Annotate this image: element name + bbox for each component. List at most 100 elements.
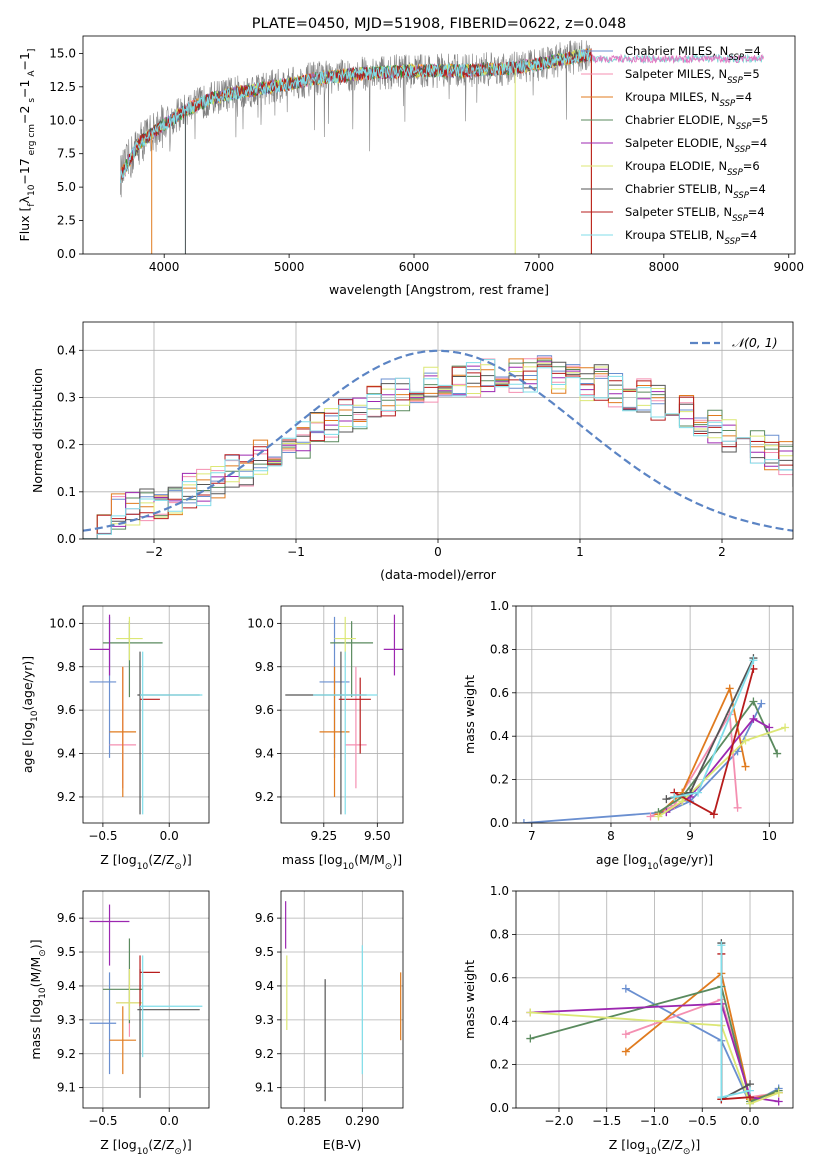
y-tick-label: 0.8 bbox=[490, 927, 509, 941]
plus-marker bbox=[725, 684, 734, 693]
axes-frame bbox=[280, 890, 404, 1109]
y-tick-label: 9.1 bbox=[255, 1081, 274, 1095]
plus-marker bbox=[709, 810, 718, 819]
plus-marker bbox=[749, 714, 758, 723]
y-tick-label: 9.4 bbox=[255, 979, 274, 993]
x-tick-label: 7 bbox=[528, 829, 536, 843]
plus-marker bbox=[733, 803, 742, 812]
histogram-series bbox=[83, 361, 793, 539]
x-tick-label: 0.0 bbox=[160, 1114, 179, 1128]
axes-mass-vs-Z: −0.5 0.0 9.1 9.2 9.3 9.4 9.5 9.6 Z [log10(Z/Z⊙)]… bbox=[28, 890, 210, 1157]
y-tick-label: 9.2 bbox=[57, 790, 76, 804]
errorbar-point bbox=[383, 614, 403, 676]
axes-frame bbox=[82, 321, 794, 540]
x-axis-label: mass [log10(M/M⊙)] bbox=[282, 852, 402, 872]
y-tick-label: 9.6 bbox=[255, 911, 274, 925]
y-tick-label: 0.0 bbox=[490, 1101, 509, 1115]
histogram-series bbox=[83, 361, 793, 539]
y-tick-label: 9.6 bbox=[57, 911, 76, 925]
legend-entry: Chabrier MILES, NSSP=4 bbox=[625, 44, 761, 63]
plus-marker bbox=[741, 736, 750, 745]
y-tick-label: 0.6 bbox=[490, 686, 509, 700]
y-axis-label: Flux [fλ10−17 erg cm−2 s−1 A−1] bbox=[17, 49, 37, 242]
x-tick-label: 9.25 bbox=[310, 829, 337, 843]
errorbar-point bbox=[319, 666, 350, 797]
y-tick-label: 1.0 bbox=[490, 884, 509, 898]
errorbar-point bbox=[89, 614, 111, 676]
legend-entry: Kroupa STELIB, NSSP=4 bbox=[625, 228, 757, 247]
chart-title: PLATE=0450, MJD=51908, FIBERID=0622, z=0… bbox=[252, 16, 626, 32]
y-tick-label: 1.0 bbox=[490, 599, 509, 613]
y-tick-label: 9.3 bbox=[57, 1013, 76, 1027]
plus-marker bbox=[670, 792, 679, 801]
errorbar-point bbox=[285, 651, 367, 815]
plus-marker bbox=[662, 795, 671, 804]
weight-series bbox=[530, 1002, 779, 1103]
axes-mass-vs-EBV: 0.285 0.290 9.1 9.2 9.3 9.4 9.5 9.6 E(B-V) bbox=[255, 890, 404, 1152]
x-axis-label: E(B-V) bbox=[323, 1137, 362, 1152]
x-axis-label: Z [log10(Z/Z⊙)] bbox=[100, 852, 191, 872]
axes-spectrum: 4000 5000 6000 7000 8000 9000 0.0 2.5 5.0 7.5 10.0… bbox=[17, 16, 804, 297]
y-tick-label: 0.4 bbox=[57, 343, 76, 357]
errorbar-point bbox=[109, 666, 137, 797]
y-tick-label: 0.0 bbox=[57, 532, 76, 546]
errorbar-point bbox=[313, 651, 378, 815]
errorbar-point bbox=[137, 968, 200, 1098]
plus-marker bbox=[746, 1086, 755, 1095]
plus-marker bbox=[717, 1093, 726, 1102]
y-tick-label: 10.0 bbox=[247, 616, 274, 630]
plus-marker bbox=[621, 1047, 630, 1056]
weight-series bbox=[658, 726, 786, 818]
y-tick-label: 15.0 bbox=[49, 46, 76, 60]
y-tick-label: 0.8 bbox=[490, 642, 509, 656]
x-tick-label: 5000 bbox=[274, 260, 305, 274]
x-tick-label: 0.290 bbox=[345, 1114, 379, 1128]
x-tick-label: 9 bbox=[686, 829, 694, 843]
axes-frame bbox=[82, 605, 210, 824]
x-tick-label: −2.0 bbox=[544, 1114, 573, 1128]
axes-massweight-vs-Z: −2.0 −1.5 −1.0 −0.5 0.0 0.0 0.2 0.4 0.6 0.8 1.0 Z [… bbox=[462, 884, 794, 1157]
y-tick-label: 9.8 bbox=[255, 660, 274, 674]
model-spectrum bbox=[120, 48, 592, 184]
axes-frame bbox=[82, 890, 210, 1109]
errorbar-point bbox=[116, 616, 143, 661]
x-tick-label: −0.5 bbox=[88, 829, 117, 843]
x-tick-label: 9.50 bbox=[364, 829, 391, 843]
errorbar-point bbox=[89, 904, 130, 966]
y-tick-label: 0.2 bbox=[490, 1058, 509, 1072]
x-tick-label: 0 bbox=[434, 545, 442, 559]
plot-area bbox=[120, 39, 764, 254]
x-tick-label: 1 bbox=[576, 545, 584, 559]
x-tick-label: 0.0 bbox=[160, 829, 179, 843]
y-tick-label: 9.2 bbox=[255, 790, 274, 804]
y-tick-label: 10.0 bbox=[49, 616, 76, 630]
x-tick-label: 2 bbox=[718, 545, 726, 559]
y-tick-label: 2.5 bbox=[57, 214, 76, 228]
x-tick-label: 4000 bbox=[149, 260, 180, 274]
y-tick-label: 0.4 bbox=[490, 729, 509, 743]
errorbar-point bbox=[116, 968, 143, 1020]
x-tick-label: −1 bbox=[287, 545, 305, 559]
errorbar-point bbox=[338, 677, 371, 754]
errorbar-point bbox=[109, 1006, 137, 1075]
plus-marker bbox=[694, 788, 703, 797]
x-tick-label: −2 bbox=[145, 545, 163, 559]
y-tick-label: 0.0 bbox=[57, 247, 76, 261]
x-tick-label: 6000 bbox=[399, 260, 430, 274]
y-tick-label: 9.1 bbox=[57, 1081, 76, 1095]
y-tick-label: 9.3 bbox=[255, 1013, 274, 1027]
y-tick-label: 7.5 bbox=[57, 147, 76, 161]
y-tick-label: 10.0 bbox=[49, 113, 76, 127]
model-spectrum bbox=[120, 48, 592, 184]
x-tick-label: 8 bbox=[607, 829, 615, 843]
x-tick-label: −0.5 bbox=[88, 1114, 117, 1128]
legend-entry: 𝒩(0, 1) bbox=[732, 335, 778, 350]
plot-area bbox=[519, 654, 790, 823]
legend-entry: Salpeter MILES, NSSP=5 bbox=[625, 67, 760, 86]
errorbar-point bbox=[140, 955, 203, 1058]
legend: Chabrier MILES, NSSP=4 Salpeter MILES, NS… bbox=[581, 44, 768, 247]
gaussian-curve bbox=[83, 349, 793, 532]
y-axis-label: Normed distribution bbox=[30, 368, 45, 493]
plot-area bbox=[89, 614, 203, 815]
